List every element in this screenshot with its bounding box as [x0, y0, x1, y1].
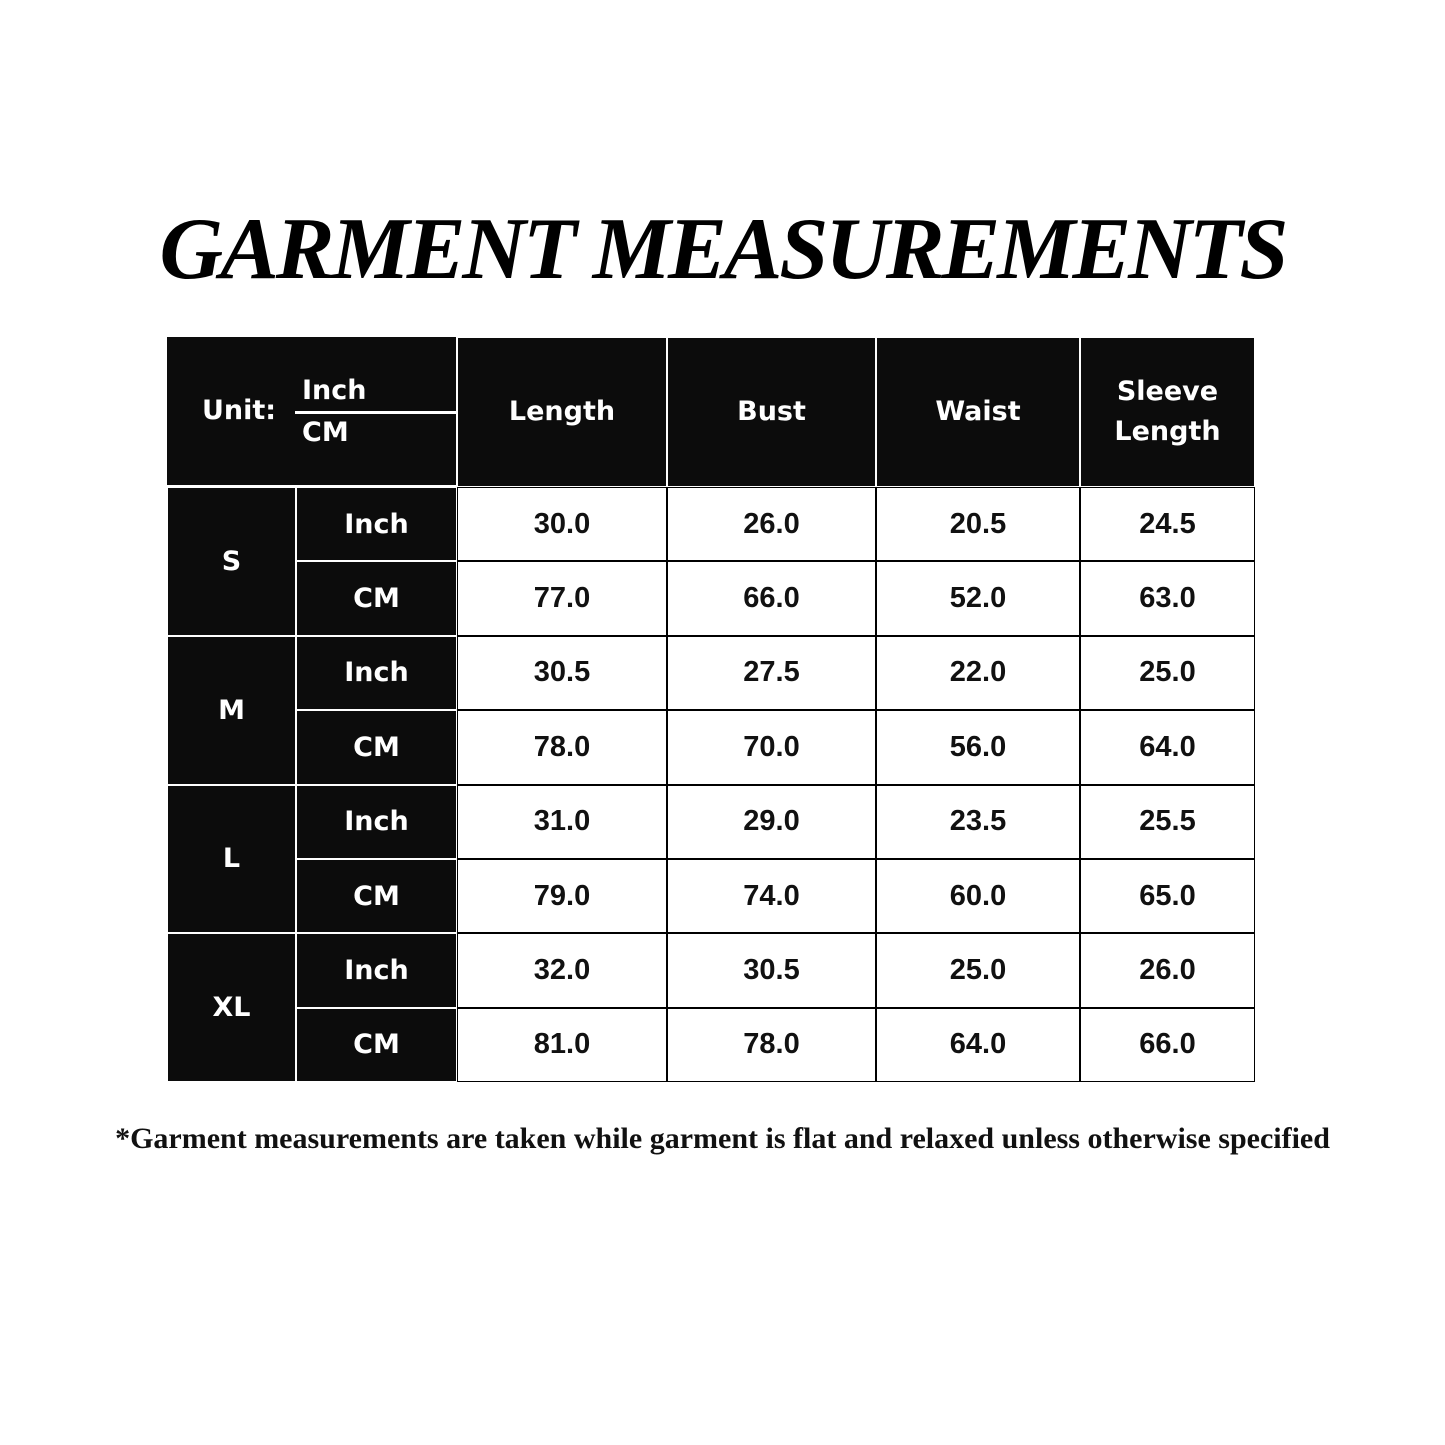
measurement-cell: 32.0	[457, 933, 667, 1008]
size-label-l: L	[167, 784, 296, 934]
measurement-cell: 27.5	[667, 635, 876, 711]
measurement-cell: 20.5	[876, 487, 1080, 562]
column-header-bust: Bust	[667, 337, 876, 487]
size-label-s: S	[167, 487, 296, 636]
measurement-cell: 70.0	[667, 710, 876, 785]
measurement-cell: 30.5	[667, 933, 876, 1008]
unit-header-cell: Unit: Inch CM	[167, 337, 456, 487]
measurement-cell: 26.0	[1080, 933, 1255, 1008]
unit-inch-label: Inch	[302, 375, 367, 406]
unit-label-inch: Inch	[296, 933, 457, 1008]
measurement-cell: 26.0	[667, 487, 876, 562]
measurement-cell: 64.0	[876, 1007, 1080, 1083]
size-label-xl: XL	[167, 933, 296, 1083]
measurement-cell: 30.5	[457, 635, 667, 711]
measurement-cell: 29.0	[667, 784, 876, 859]
measurement-cell: 60.0	[876, 859, 1080, 934]
unit-label-inch: Inch	[296, 487, 457, 562]
footnote: *Garment measurements are taken while ga…	[115, 1122, 1330, 1155]
unit-label-cm: CM	[296, 710, 457, 785]
column-header-waist: Waist	[876, 337, 1080, 487]
measurement-cell: 77.0	[457, 561, 667, 636]
unit-label: Unit:	[202, 395, 277, 426]
measurement-cell: 65.0	[1080, 859, 1255, 934]
unit-label-inch: Inch	[296, 635, 457, 711]
measurement-cell: 74.0	[667, 859, 876, 934]
measurement-cell: 78.0	[457, 710, 667, 785]
unit-cm-label: CM	[302, 417, 349, 448]
measurement-cell: 23.5	[876, 784, 1080, 859]
unit-divider	[295, 411, 456, 414]
measurement-cell: 25.0	[1080, 635, 1255, 711]
measurement-cell: 66.0	[1080, 1007, 1255, 1083]
measurement-cell: 79.0	[457, 859, 667, 934]
measurement-cell: 22.0	[876, 635, 1080, 711]
measurement-cell: 25.5	[1080, 784, 1255, 859]
measurement-cell: 25.0	[876, 933, 1080, 1008]
column-header-length: Length	[457, 337, 667, 487]
measurement-cell: 64.0	[1080, 710, 1255, 785]
page-title: GARMENT MEASUREMENTS	[159, 201, 1289, 298]
measurement-cell: 56.0	[876, 710, 1080, 785]
measurement-cell: 78.0	[667, 1007, 876, 1083]
measurement-cell: 63.0	[1080, 561, 1255, 636]
measurement-cell: 81.0	[457, 1007, 667, 1083]
unit-label-inch: Inch	[296, 784, 457, 859]
unit-label-cm: CM	[296, 561, 457, 636]
measurement-cell: 30.0	[457, 487, 667, 562]
size-label-m: M	[167, 635, 296, 785]
measurement-cell: 31.0	[457, 784, 667, 859]
measurement-cell: 66.0	[667, 561, 876, 636]
measurement-cell: 24.5	[1080, 487, 1255, 562]
column-header-sleeve-length: Sleeve Length	[1080, 337, 1255, 487]
unit-label-cm: CM	[296, 1007, 457, 1083]
unit-label-cm: CM	[296, 859, 457, 934]
measurement-cell: 52.0	[876, 561, 1080, 636]
